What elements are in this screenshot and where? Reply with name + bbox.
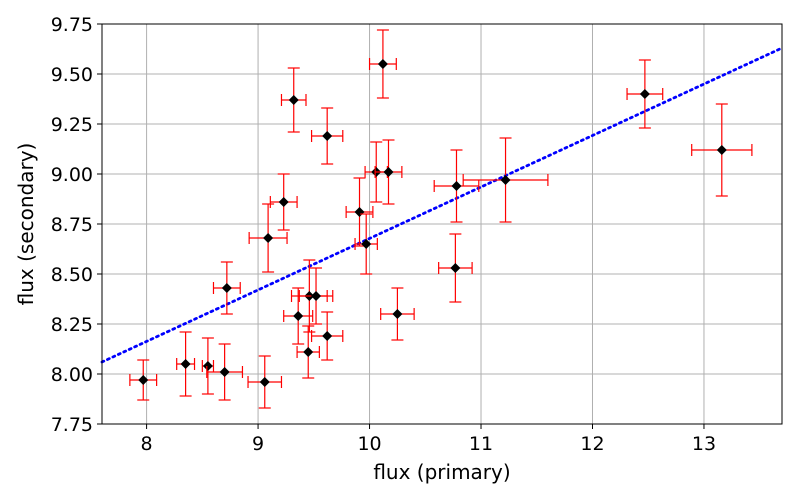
diamond-marker xyxy=(322,331,333,341)
y-tick-label: 9.00 xyxy=(51,164,93,186)
data-point xyxy=(380,287,415,341)
data-point xyxy=(212,261,241,315)
data-points xyxy=(129,29,753,409)
y-ticks: 7.75 8.00 8.25 8.50 8.75 9.00 9.25 9.50 9.75 xyxy=(51,14,102,436)
y-tick-label: 9.25 xyxy=(51,114,93,136)
x-tick-label: 11 xyxy=(469,433,493,455)
diamond-marker xyxy=(311,291,322,301)
diamond-marker xyxy=(288,95,299,105)
diamond-marker xyxy=(259,377,270,387)
diamond-marker xyxy=(221,283,232,293)
diamond-marker xyxy=(278,197,289,207)
diamond-marker xyxy=(392,309,403,319)
data-point xyxy=(368,29,397,99)
data-point xyxy=(201,337,215,395)
y-tick-label: 8.25 xyxy=(51,314,93,336)
diamond-marker xyxy=(219,367,230,377)
diamond-marker xyxy=(263,233,274,243)
diamond-marker xyxy=(293,311,304,321)
y-tick-label: 9.75 xyxy=(51,14,93,36)
diamond-marker xyxy=(361,239,372,249)
data-point xyxy=(462,137,549,223)
diamond-marker xyxy=(303,347,314,357)
y-tick-label: 7.75 xyxy=(51,414,93,436)
data-point xyxy=(298,267,334,325)
fit-line xyxy=(100,46,784,364)
data-point xyxy=(374,139,403,205)
data-point xyxy=(176,331,196,397)
data-point xyxy=(248,203,288,273)
diamond-marker xyxy=(500,175,511,185)
data-point xyxy=(283,287,314,345)
diamond-marker xyxy=(138,375,149,385)
x-tick-label: 10 xyxy=(357,433,381,455)
data-point xyxy=(296,325,320,379)
data-point xyxy=(129,359,158,401)
data-point xyxy=(691,103,753,197)
x-axis-label: flux (primary) xyxy=(373,460,510,484)
fit-line-group xyxy=(100,46,784,364)
x-tick-label: 13 xyxy=(692,433,716,455)
data-point xyxy=(345,177,374,247)
data-point xyxy=(310,107,344,165)
data-point xyxy=(626,59,664,129)
diamond-marker xyxy=(180,359,191,369)
data-point xyxy=(280,67,307,133)
data-point xyxy=(206,343,244,401)
y-tick-label: 8.50 xyxy=(51,264,93,286)
grid-lines xyxy=(102,23,782,425)
diamond-marker xyxy=(322,131,333,141)
diamond-marker xyxy=(202,361,213,371)
y-tick-label: 8.00 xyxy=(51,364,93,386)
diamond-marker xyxy=(639,89,650,99)
x-ticks: 8 9 10 11 12 13 xyxy=(141,424,716,455)
data-point xyxy=(354,213,378,275)
x-tick-label: 9 xyxy=(252,433,264,455)
data-point xyxy=(433,149,480,223)
data-point xyxy=(310,311,344,361)
data-point xyxy=(269,173,298,231)
diamond-marker xyxy=(354,207,365,217)
diamond-marker xyxy=(716,145,727,155)
y-tick-label: 9.50 xyxy=(51,64,93,86)
y-axis-label: flux (secondary) xyxy=(14,143,38,306)
diamond-marker xyxy=(377,59,388,69)
diamond-marker xyxy=(383,167,394,177)
data-point xyxy=(438,233,473,303)
data-point xyxy=(247,355,283,409)
x-tick-label: 12 xyxy=(580,433,604,455)
x-tick-label: 8 xyxy=(141,433,153,455)
diamond-marker xyxy=(450,263,461,273)
diamond-marker xyxy=(451,181,462,191)
y-tick-label: 8.75 xyxy=(51,214,93,236)
